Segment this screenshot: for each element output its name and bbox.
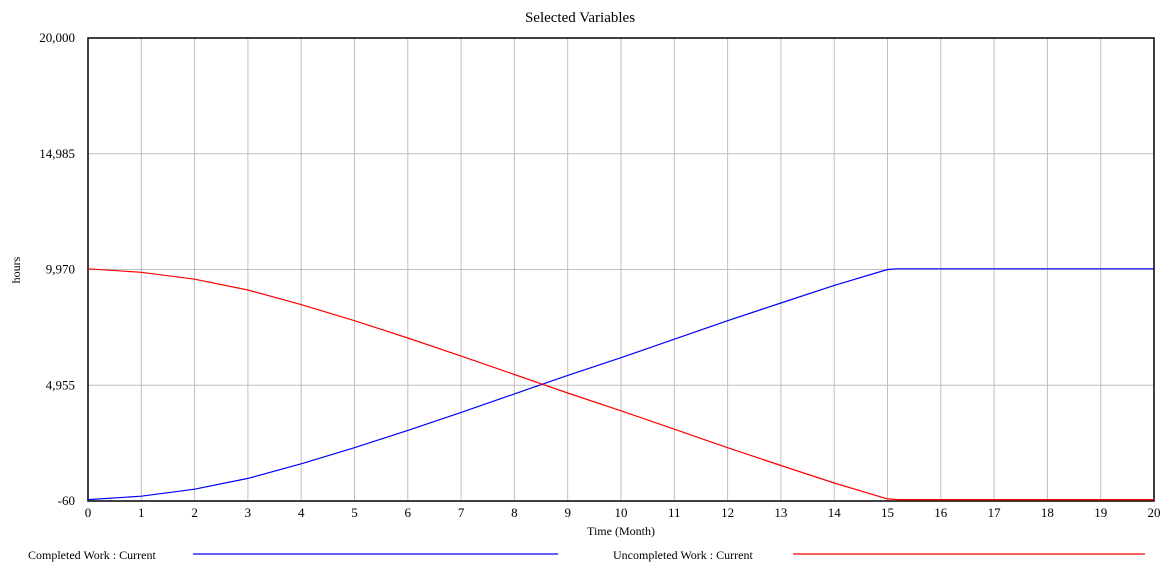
chart-title: Selected Variables	[525, 10, 635, 26]
x-tick-label: 2	[191, 505, 198, 520]
x-tick-label: 17	[988, 505, 1002, 520]
plot-lines	[87, 268, 1154, 501]
x-tick-label: 16	[934, 505, 948, 520]
y-axis-label: hours	[9, 256, 23, 283]
x-tick-label: 18	[1041, 505, 1054, 520]
x-tick-label: 15	[881, 505, 894, 520]
x-tick-label: 12	[721, 505, 734, 520]
legend-label-1: Completed Work : Current	[28, 548, 156, 562]
y-tick-label: 4,955	[46, 377, 75, 392]
x-tick-label: 19	[1094, 505, 1107, 520]
x-tick-label: 14	[828, 505, 842, 520]
y-tick-label: 20,000	[39, 30, 75, 45]
x-tick-label: 4	[298, 505, 305, 520]
series-line-2	[87, 268, 1154, 501]
plot-frame	[87, 37, 1155, 502]
x-tick-label: 6	[405, 505, 412, 520]
x-axis: 0 1 2 3 4 5 6 7 8 9 10 11 12 13 14 15 16 17 18 19 20	[85, 505, 1161, 520]
x-axis-label: Time (Month)	[587, 524, 655, 538]
legend-label-2: Uncompleted Work : Current	[613, 548, 753, 562]
x-tick-label: 1	[138, 505, 145, 520]
y-tick-label: -60	[58, 493, 75, 508]
x-tick-label: 8	[511, 505, 518, 520]
x-tick-label: 0	[85, 505, 92, 520]
series-line-1	[87, 268, 1154, 501]
x-tick-label: 11	[668, 505, 681, 520]
y-axis: -60 4,955 9,970 14,985 20,000	[39, 30, 75, 508]
x-tick-label: 20	[1148, 505, 1161, 520]
grid	[88, 38, 1154, 501]
y-tick-label: 14,985	[39, 146, 75, 161]
x-tick-label: 3	[245, 505, 252, 520]
legend: Completed Work : Current Uncompleted Work…	[28, 548, 1145, 562]
x-tick-label: 13	[774, 505, 787, 520]
x-tick-label: 7	[458, 505, 465, 520]
x-tick-label: 5	[351, 505, 358, 520]
x-tick-label: 9	[564, 505, 571, 520]
x-tick-label: 10	[615, 505, 628, 520]
y-tick-label: 9,970	[46, 262, 75, 277]
